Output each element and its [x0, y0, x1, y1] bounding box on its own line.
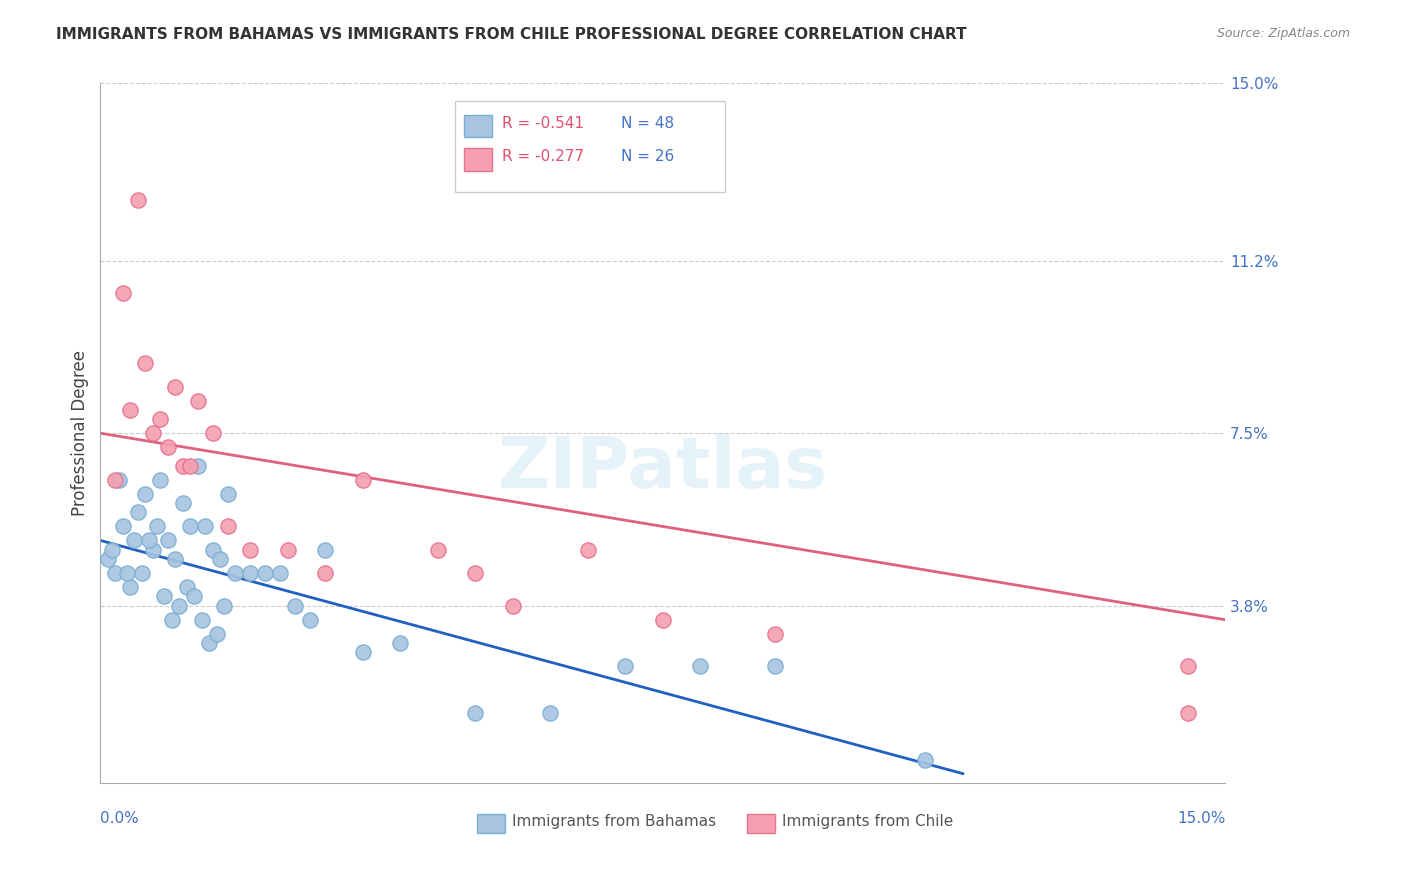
Point: [614, 659, 637, 673]
Point: [538, 706, 561, 720]
Point: [269, 566, 291, 580]
Point: [1177, 659, 1199, 673]
Point: [464, 566, 486, 580]
Point: [127, 506, 149, 520]
Point: [239, 566, 262, 580]
FancyBboxPatch shape: [477, 814, 505, 833]
Point: [277, 542, 299, 557]
Point: [122, 533, 145, 548]
Point: [104, 566, 127, 580]
Point: [165, 379, 187, 393]
Point: [389, 636, 412, 650]
Point: [314, 566, 336, 580]
Text: 15.0%: 15.0%: [1177, 811, 1225, 826]
Text: IMMIGRANTS FROM BAHAMAS VS IMMIGRANTS FROM CHILE PROFESSIONAL DEGREE CORRELATION: IMMIGRANTS FROM BAHAMAS VS IMMIGRANTS FR…: [56, 27, 967, 42]
Point: [149, 473, 172, 487]
Point: [914, 753, 936, 767]
Point: [145, 519, 167, 533]
Point: [176, 580, 198, 594]
Text: R = -0.277: R = -0.277: [502, 149, 583, 164]
Point: [352, 473, 374, 487]
Text: Source: ZipAtlas.com: Source: ZipAtlas.com: [1216, 27, 1350, 40]
Point: [1177, 706, 1199, 720]
Point: [209, 552, 232, 566]
Point: [224, 566, 246, 580]
Point: [179, 519, 201, 533]
Point: [299, 613, 322, 627]
Point: [183, 590, 205, 604]
FancyBboxPatch shape: [454, 101, 724, 192]
Point: [134, 356, 156, 370]
FancyBboxPatch shape: [747, 814, 775, 833]
Point: [239, 542, 262, 557]
Point: [108, 473, 131, 487]
Point: [149, 412, 172, 426]
Text: N = 48: N = 48: [621, 116, 675, 131]
Text: 0.0%: 0.0%: [100, 811, 139, 826]
Point: [763, 626, 786, 640]
Point: [172, 496, 194, 510]
Point: [127, 193, 149, 207]
Point: [138, 533, 160, 548]
Point: [134, 487, 156, 501]
Text: N = 26: N = 26: [621, 149, 675, 164]
Point: [212, 599, 235, 613]
Point: [179, 458, 201, 473]
Point: [502, 599, 524, 613]
Text: Immigrants from Chile: Immigrants from Chile: [782, 814, 953, 829]
Point: [115, 566, 138, 580]
Point: [167, 599, 190, 613]
Point: [284, 599, 307, 613]
Point: [156, 533, 179, 548]
Point: [156, 440, 179, 454]
Point: [314, 542, 336, 557]
Point: [201, 426, 224, 441]
Point: [689, 659, 711, 673]
Point: [576, 542, 599, 557]
Point: [254, 566, 277, 580]
Point: [187, 393, 209, 408]
Text: ZIPatlas: ZIPatlas: [498, 434, 828, 503]
FancyBboxPatch shape: [464, 115, 492, 137]
Point: [111, 519, 134, 533]
Point: [142, 426, 165, 441]
Point: [131, 566, 153, 580]
Y-axis label: Professional Degree: Professional Degree: [72, 351, 89, 516]
Point: [120, 403, 142, 417]
Point: [172, 458, 194, 473]
Point: [190, 613, 212, 627]
Point: [352, 645, 374, 659]
Point: [464, 706, 486, 720]
Point: [142, 542, 165, 557]
Point: [201, 542, 224, 557]
Point: [120, 580, 142, 594]
Point: [111, 286, 134, 301]
Point: [97, 552, 120, 566]
Point: [153, 590, 176, 604]
Text: Immigrants from Bahamas: Immigrants from Bahamas: [512, 814, 716, 829]
Point: [205, 626, 228, 640]
Point: [426, 542, 449, 557]
Text: R = -0.541: R = -0.541: [502, 116, 583, 131]
Point: [104, 473, 127, 487]
Point: [198, 636, 221, 650]
Point: [194, 519, 217, 533]
Point: [217, 487, 239, 501]
Point: [100, 542, 122, 557]
Point: [160, 613, 183, 627]
FancyBboxPatch shape: [464, 148, 492, 171]
Point: [217, 519, 239, 533]
Point: [165, 552, 187, 566]
Point: [187, 458, 209, 473]
Point: [651, 613, 673, 627]
Point: [763, 659, 786, 673]
